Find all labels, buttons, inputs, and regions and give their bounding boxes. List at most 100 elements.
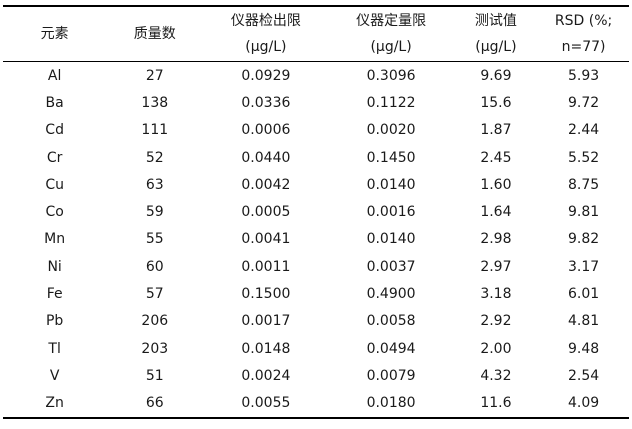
element-cell: Zn — [45, 395, 64, 412]
table-row: Cu 63 0.0042 0.0140 1.60 8.75 — [3, 171, 629, 198]
element-cell: Cu — [45, 176, 64, 193]
value-cell: 0.0011 — [241, 258, 291, 275]
table-header: 元素 质量数 仪器检出限 (μg/L) 仪器定量限 (μg/L) 测试值 — [3, 6, 629, 62]
element-cell: Tl — [48, 340, 61, 357]
value-cell: 66 — [145, 395, 164, 412]
value-cell: 0.0017 — [241, 313, 291, 330]
header-quantification-limit: 仪器定量限 (μg/L) — [328, 6, 454, 62]
value-cell: 0.4900 — [366, 286, 416, 303]
header-label: 仪器检出限 — [230, 13, 301, 29]
value-cell: 6.01 — [568, 286, 600, 303]
value-cell: 0.0016 — [366, 204, 416, 221]
value-cell: 55 — [145, 231, 164, 248]
value-cell: 138 — [141, 94, 169, 111]
value-cell: 0.0042 — [241, 176, 291, 193]
value-cell: 0.0005 — [241, 204, 291, 221]
value-cell: 4.09 — [568, 395, 600, 412]
element-cell: Pb — [45, 313, 64, 330]
value-cell: 0.0079 — [366, 367, 416, 384]
value-cell: 9.81 — [568, 204, 600, 221]
value-cell: 0.0037 — [366, 258, 416, 275]
value-cell: 0.0148 — [241, 340, 291, 357]
value-cell: 0.0140 — [366, 176, 416, 193]
table-row: V 51 0.0024 0.0079 4.32 2.54 — [3, 362, 629, 389]
value-cell: 63 — [145, 176, 164, 193]
value-cell: 0.0440 — [241, 149, 291, 166]
element-cell: Ba — [45, 94, 64, 111]
value-cell: 0.0041 — [241, 231, 291, 248]
value-cell: 0.3096 — [366, 67, 416, 84]
value-cell: 15.6 — [480, 94, 512, 111]
value-cell: 9.82 — [568, 231, 600, 248]
header-rsd: RSD (%; n=77) — [538, 6, 629, 62]
header-unit: (μg/L) — [475, 39, 517, 55]
value-cell: 5.52 — [568, 149, 600, 166]
table-row: Fe 57 0.1500 0.4900 3.18 6.01 — [3, 280, 629, 307]
value-cell: 206 — [141, 313, 169, 330]
header-detection-limit: 仪器检出限 (μg/L) — [203, 6, 329, 62]
value-cell: 111 — [141, 122, 169, 139]
value-cell: 2.98 — [480, 231, 512, 248]
table-row: Cd 111 0.0006 0.0020 1.87 2.44 — [3, 117, 629, 144]
value-cell: 0.0494 — [366, 340, 416, 357]
value-cell: 3.17 — [568, 258, 600, 275]
value-cell: 1.64 — [480, 204, 512, 221]
header-element: 元素 — [3, 6, 107, 62]
header-label: RSD (%; — [554, 13, 613, 29]
table-row: Ba 138 0.0336 0.1122 15.6 9.72 — [3, 89, 629, 116]
header-label: 质量数 — [133, 26, 176, 42]
value-cell: 9.69 — [480, 67, 512, 84]
value-cell: 0.0180 — [366, 395, 416, 412]
value-cell: 2.54 — [568, 367, 600, 384]
value-cell: 2.00 — [480, 340, 512, 357]
element-cell: V — [49, 367, 60, 384]
element-cell: Al — [47, 67, 62, 84]
value-cell: 0.0929 — [241, 67, 291, 84]
value-cell: 0.1122 — [366, 94, 416, 111]
table-row: Mn 55 0.0041 0.0140 2.98 9.82 — [3, 226, 629, 253]
value-cell: 0.0055 — [241, 395, 291, 412]
value-cell: 4.32 — [480, 367, 512, 384]
value-cell: 2.44 — [568, 122, 600, 139]
value-cell: 51 — [145, 367, 164, 384]
header-test-value: 测试值 (μg/L) — [453, 6, 539, 62]
value-cell: 2.97 — [480, 258, 512, 275]
header-label: 测试值 — [474, 13, 517, 29]
value-cell: 0.0140 — [366, 231, 416, 248]
value-cell: 57 — [145, 286, 164, 303]
header-unit: n=77) — [561, 39, 606, 55]
value-cell: 0.0336 — [241, 94, 291, 111]
header-label: 仪器定量限 — [356, 13, 427, 29]
value-cell: 2.45 — [480, 149, 512, 166]
value-cell: 2.92 — [480, 313, 512, 330]
table-row: Al 27 0.0929 0.3096 9.69 5.93 — [3, 62, 629, 90]
value-cell: 0.0006 — [241, 122, 291, 139]
value-cell: 0.0020 — [366, 122, 416, 139]
value-cell: 9.48 — [568, 340, 600, 357]
value-cell: 0.0024 — [241, 367, 291, 384]
value-cell: 3.18 — [480, 286, 512, 303]
table-row: Tl 203 0.0148 0.0494 2.00 9.48 — [3, 335, 629, 362]
header-unit: (μg/L) — [370, 39, 412, 55]
table-row: Ni 60 0.0011 0.0037 2.97 3.17 — [3, 253, 629, 280]
value-cell: 203 — [141, 340, 169, 357]
header-label: 元素 — [40, 26, 69, 42]
value-cell: 11.6 — [480, 395, 512, 412]
header-mass-number: 质量数 — [106, 6, 204, 62]
value-cell: 1.87 — [480, 122, 512, 139]
value-cell: 0.1450 — [366, 149, 416, 166]
value-cell: 60 — [145, 258, 164, 275]
element-cell: Cr — [46, 149, 63, 166]
element-cell: Mn — [44, 231, 66, 248]
table-row: Zn 66 0.0055 0.0180 11.6 4.09 — [3, 390, 629, 418]
value-cell: 59 — [145, 204, 164, 221]
element-cell: Co — [45, 204, 64, 221]
value-cell: 9.72 — [568, 94, 600, 111]
value-cell: 1.60 — [480, 176, 512, 193]
table-row: Co 59 0.0005 0.0016 1.64 9.81 — [3, 198, 629, 225]
element-cell: Cd — [45, 122, 64, 139]
value-cell: 0.1500 — [241, 286, 291, 303]
table-row: Cr 52 0.0440 0.1450 2.45 5.52 — [3, 144, 629, 171]
value-cell: 4.81 — [568, 313, 600, 330]
element-cell: Fe — [46, 286, 63, 303]
